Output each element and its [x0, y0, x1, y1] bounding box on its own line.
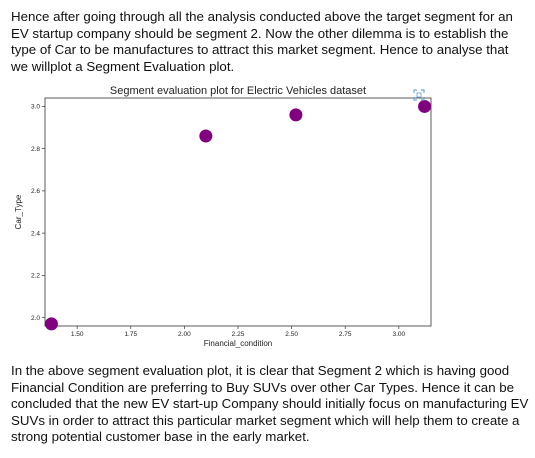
scatter-point: [418, 99, 432, 113]
expand-icon[interactable]: [413, 89, 425, 101]
data-points: [44, 99, 432, 331]
x-tick-label: 2.25: [232, 331, 245, 338]
chart-title: Segment evaluation plot for Electric Veh…: [110, 85, 366, 97]
scatter-point: [44, 317, 58, 331]
y-tick-label: 2.0: [31, 315, 40, 322]
x-tick-label: 2.75: [339, 331, 352, 338]
x-axis: 1.50 1.75 2.00 2.25 2.50 2.75 3.00: [71, 326, 406, 338]
y-axis-label: Car_Type: [14, 194, 23, 229]
y-tick-label: 3.0: [31, 104, 40, 111]
scatter-point: [199, 129, 213, 143]
x-tick-label: 3.00: [393, 331, 406, 338]
y-axis: 2.0 2.2 2.4 2.6 2.8 3.0: [31, 104, 45, 322]
x-tick-label: 2.00: [178, 331, 191, 338]
y-tick-label: 2.8: [31, 146, 40, 153]
intro-paragraph: Hence after going through all the analys…: [11, 9, 513, 74]
plot-frame: [44, 97, 432, 327]
x-tick-label: 1.75: [124, 331, 137, 338]
y-tick-label: 2.6: [31, 188, 40, 195]
conclusion-paragraph: In the above segment evaluation plot, it…: [11, 363, 529, 445]
y-tick-label: 2.2: [31, 273, 40, 280]
x-axis-label: Financial_condition: [204, 339, 273, 348]
y-tick-label: 2.4: [31, 230, 40, 237]
scatter-point: [289, 108, 303, 122]
x-tick-label: 2.50: [285, 331, 298, 338]
x-tick-label: 1.50: [71, 331, 84, 338]
